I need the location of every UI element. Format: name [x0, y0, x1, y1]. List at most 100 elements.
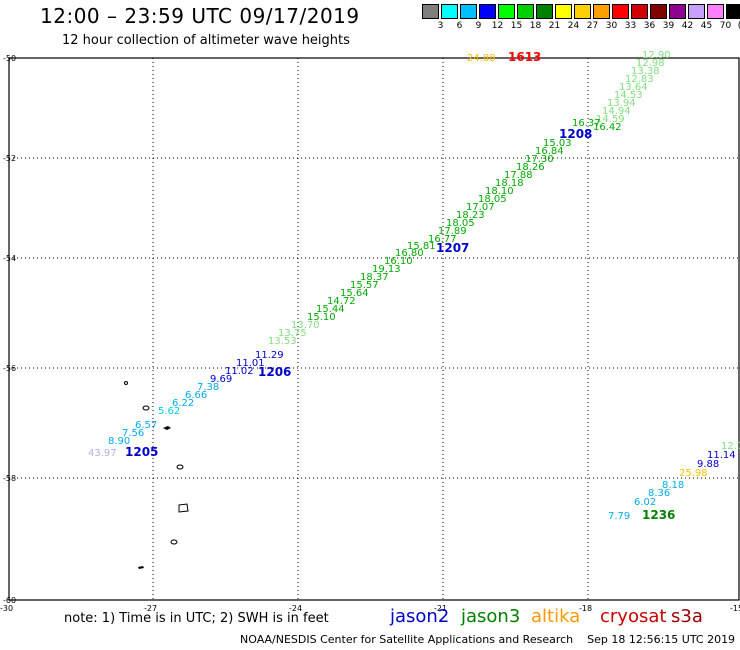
wave-height-label: 5.62 [158, 406, 180, 417]
scale-swatch [650, 4, 667, 19]
scale-label: (ft) [736, 21, 740, 31]
scale-label: 36 [643, 21, 656, 31]
scale-label: 39 [662, 21, 675, 31]
wave-height-label: 6.66 [185, 390, 207, 401]
scale-label: 24 [567, 21, 580, 31]
scale-label: 42 [681, 21, 694, 31]
wave-height-label: 13.75 [278, 328, 307, 339]
scale-label: 30 [605, 21, 618, 31]
lat-tick-label: -54 [3, 254, 16, 263]
scale-label: 45 [700, 21, 713, 31]
legend-altika: altika [531, 606, 581, 627]
wave-height-label: 16.77 [428, 234, 457, 245]
plot-frame [8, 57, 740, 601]
lat-tick-label: -58 [3, 474, 16, 483]
wave-height-label: 14.94 [602, 106, 631, 117]
scale-swatch [612, 4, 629, 19]
wave-height-label: 14.53 [614, 90, 643, 101]
legend-jason2: jason2 [390, 606, 450, 627]
wave-height-label: 19.13 [372, 264, 401, 275]
wave-height-label: 15.44 [316, 304, 345, 315]
wave-height-label: 11.29 [255, 350, 284, 361]
wave-height-label: 16.10 [384, 256, 413, 267]
wave-height-label: 15.03 [543, 138, 572, 149]
footnote: note: 1) Time is in UTC; 2) SWH is in fe… [64, 611, 329, 626]
wave-height-label: 16.37 [572, 118, 601, 129]
lon-tick-label: -18 [579, 604, 592, 613]
scale-swatch [688, 4, 705, 19]
wave-height-label: 13.64 [619, 82, 648, 93]
pass-time-label: 1206 [258, 365, 291, 379]
wave-height-label: 9.88 [697, 459, 719, 470]
wave-height-label: 25.98 [679, 468, 708, 479]
wave-height-label: 8.36 [648, 488, 670, 499]
wave-height-label: 13.94 [607, 98, 636, 109]
wave-height-labels: 24.88 1613 12.9012.9813.3812.8313.6414.531… [88, 50, 740, 522]
wave-height-label: 13.53 [268, 336, 297, 347]
wave-height-label: 11.02 [225, 366, 254, 377]
lat-tick-label: -60 [3, 596, 16, 605]
wave-height-label: 12.7 [721, 441, 740, 452]
wave-height-label: 17.07 [466, 202, 495, 213]
wave-height-label: 7.56 [122, 428, 144, 439]
lon-tick-label: -24 [289, 604, 302, 613]
wave-height-label: 16.80 [395, 248, 424, 259]
wave-height-label: 18.05 [478, 194, 507, 205]
wave-height-label: 13.38 [631, 66, 660, 77]
credit-line: NOAA/NESDIS Center for Satellite Applica… [240, 633, 735, 646]
scale-swatch [669, 4, 686, 19]
scale-swatch [574, 4, 591, 19]
lon-tick-label: -30 [0, 604, 13, 613]
wave-height-label: 8.18 [662, 480, 684, 491]
lon-tick-label: -15 [730, 604, 740, 613]
grid-lines [9, 58, 739, 600]
legend-s3a: s3a [671, 606, 703, 627]
scale-swatch [422, 4, 439, 19]
lat-tick-label: -52 [3, 154, 16, 163]
wave-height-label: 12.83 [625, 74, 654, 85]
wave-height-label: 15.57 [350, 280, 379, 291]
scale-swatch [593, 4, 610, 19]
pass-time-label: 1208 [559, 127, 592, 141]
legend-cryosat: cryosat [600, 606, 667, 627]
credit-timestamp: Sep 18 12:56:15 UTC 2019 [587, 633, 736, 646]
wave-height-label: 7.79 [608, 511, 630, 522]
scale-swatch [631, 4, 648, 19]
wave-height-label: 6.22 [172, 398, 194, 409]
scale-label: 33 [624, 21, 637, 31]
scale-swatch [707, 4, 724, 19]
wave-height-label: 17.88 [504, 170, 533, 181]
scale-label: 9 [475, 21, 482, 31]
wave-height-label: 8.90 [108, 436, 130, 447]
wave-height-label: 17.89 [438, 226, 467, 237]
axis-tick-labels: -50 -52 -54 -56 -58 -60-30 -27 -24 -21 -18 -15 [0, 54, 740, 613]
wave-height-label: 18.10 [485, 186, 514, 197]
scale-swatch [441, 4, 458, 19]
wave-height-label: 18.18 [495, 178, 524, 189]
credit-text: NOAA/NESDIS Center for Satellite Applica… [240, 633, 574, 646]
wave-height-label: 11.01 [236, 358, 265, 369]
scale-swatch [555, 4, 572, 19]
scale-label: 12 [491, 21, 504, 31]
wave-height-label: 17.30 [525, 154, 554, 165]
wave-height-label: 13.70 [291, 320, 320, 331]
island-outlines [124, 381, 189, 569]
scale-swatch [498, 4, 515, 19]
scale-swatch [479, 4, 496, 19]
wave-height-label: 18.26 [516, 162, 545, 173]
wave-height-label: 12.90 [642, 50, 671, 61]
wave-height-label: 24.88 [467, 53, 496, 64]
scale-swatch [536, 4, 553, 19]
wave-height-label: 14.59 [596, 114, 625, 125]
wave-height-label: 6.57 [135, 420, 157, 431]
lon-tick-label: -27 [144, 604, 157, 613]
legend-jason3: jason3 [461, 606, 521, 627]
pass-time-label: 1613 [508, 50, 541, 64]
wave-height-label: 16.42 [593, 122, 622, 133]
wave-height-label: 43.97 [88, 448, 117, 459]
pass-time-label: 1205 [125, 445, 158, 459]
wave-height-label: 16.84 [535, 146, 564, 157]
pass-time-label: 1207 [436, 241, 469, 255]
scale-label: 70 [719, 21, 732, 31]
